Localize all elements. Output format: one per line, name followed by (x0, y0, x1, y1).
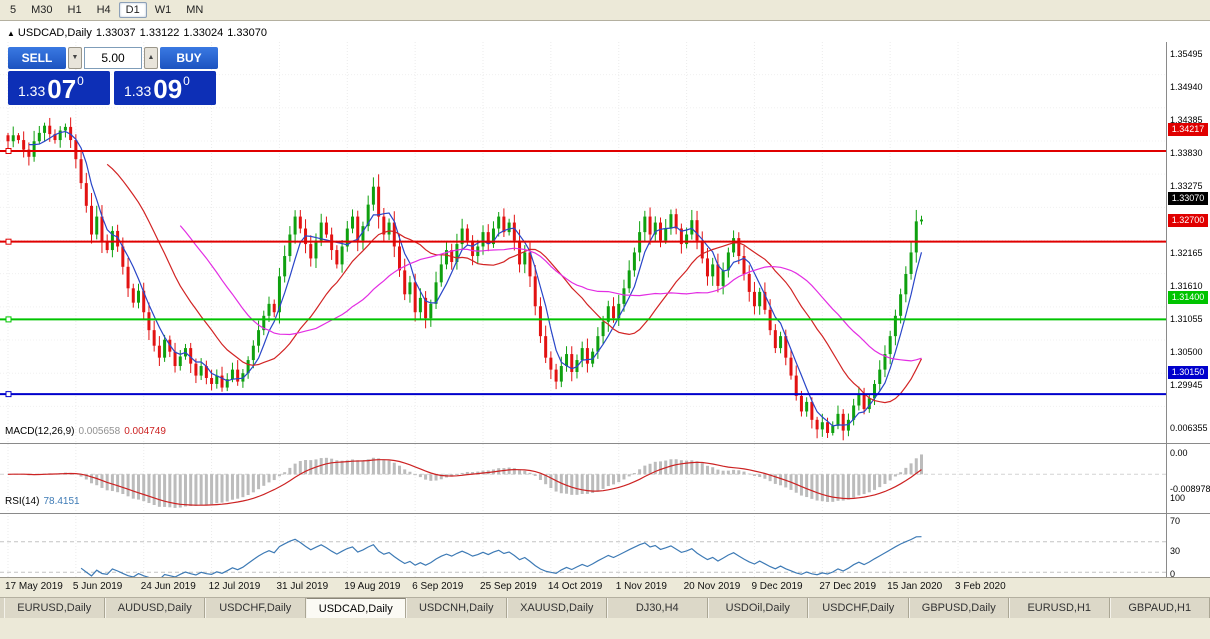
sell-price-display[interactable]: 1.33 07 0 (8, 71, 110, 105)
sell-button[interactable]: SELL (8, 47, 66, 69)
buy-price-point: 0 (183, 74, 190, 88)
rsi-indicator-label: RSI(14) 78.4151 (5, 496, 80, 507)
timeframe-button-M30[interactable]: M30 (24, 2, 59, 18)
trade-buttons-row: SELL ▼ ▲ BUY (8, 47, 224, 69)
chart-tab-4-USDCNH-Daily[interactable]: USDCNH,Daily (406, 598, 507, 618)
lot-decrease-button[interactable]: ▼ (68, 47, 82, 69)
triangle-up-icon: ▲ (148, 54, 155, 61)
one-click-trading-panel: SELL ▼ ▲ BUY 1.33 07 0 1.33 09 0 (8, 47, 224, 105)
chart-tab-0-EURUSD-Daily[interactable]: EURUSD,Daily (4, 598, 105, 618)
lot-increase-button[interactable]: ▲ (144, 47, 158, 69)
lot-size-input[interactable] (84, 47, 142, 69)
ohlc-low: 1.33024 (183, 27, 223, 39)
sell-price-prefix: 1.33 (18, 83, 45, 102)
ohlc-high: 1.33122 (140, 27, 180, 39)
time-axis (0, 577, 1210, 598)
macd-indicator-label: MACD(12,26,9) 0.005658 0.004749 (5, 426, 166, 437)
chart-tab-2-USDCHF-Daily[interactable]: USDCHF,Daily (205, 598, 306, 618)
buy-price-pips: 09 (153, 76, 182, 102)
buy-price-display[interactable]: 1.33 09 0 (114, 71, 216, 105)
chart-tab-6-DJ30-H4[interactable]: DJ30,H4 (607, 598, 708, 618)
sell-price-point: 0 (77, 74, 84, 88)
timeframe-button-H1[interactable]: H1 (61, 2, 89, 18)
sell-price-pips: 07 (47, 76, 76, 102)
chart-tab-11-GBPAUD-H1[interactable]: GBPAUD,H1 (1110, 598, 1210, 618)
symbol-marker-icon: ▲ (7, 29, 15, 38)
chart-tab-5-XAUUSD-Daily[interactable]: XAUUSD,Daily (507, 598, 608, 618)
macd-name: MACD(12,26,9) (5, 426, 74, 437)
chart-plot (0, 21, 1210, 639)
timeframe-button-W1[interactable]: W1 (148, 2, 179, 18)
chart-tab-9-GBPUSD-Daily[interactable]: GBPUSD,Daily (909, 598, 1010, 618)
timeframe-button-H4[interactable]: H4 (90, 2, 118, 18)
rsi-value: 78.4151 (43, 496, 79, 507)
buy-button[interactable]: BUY (160, 47, 218, 69)
timeframe-button-5[interactable]: 5 (3, 2, 23, 18)
chart-tab-7-USDOil-Daily[interactable]: USDOil,Daily (708, 598, 809, 618)
triangle-down-icon: ▼ (72, 54, 79, 61)
symbol-label: USDCAD,Daily (18, 27, 92, 39)
rsi-name: RSI(14) (5, 496, 39, 507)
ohlc-open: 1.33037 (96, 27, 136, 39)
trade-prices-row: 1.33 07 0 1.33 09 0 (8, 71, 224, 105)
timeframe-button-MN[interactable]: MN (179, 2, 210, 18)
macd-signal-value: 0.004749 (124, 426, 166, 437)
chart-tab-1-AUDUSD-Daily[interactable]: AUDUSD,Daily (105, 598, 206, 618)
timeframe-button-D1[interactable]: D1 (119, 2, 147, 18)
chart-tab-8-USDCHF-Daily[interactable]: USDCHF,Daily (808, 598, 909, 618)
buy-price-prefix: 1.33 (124, 83, 151, 102)
chart-tab-10-EURUSD-H1[interactable]: EURUSD,H1 (1009, 598, 1110, 618)
macd-main-value: 0.005658 (78, 426, 120, 437)
chart-tab-3-USDCAD-Daily[interactable]: USDCAD,Daily (306, 598, 407, 618)
ohlc-close: 1.33070 (227, 27, 267, 39)
